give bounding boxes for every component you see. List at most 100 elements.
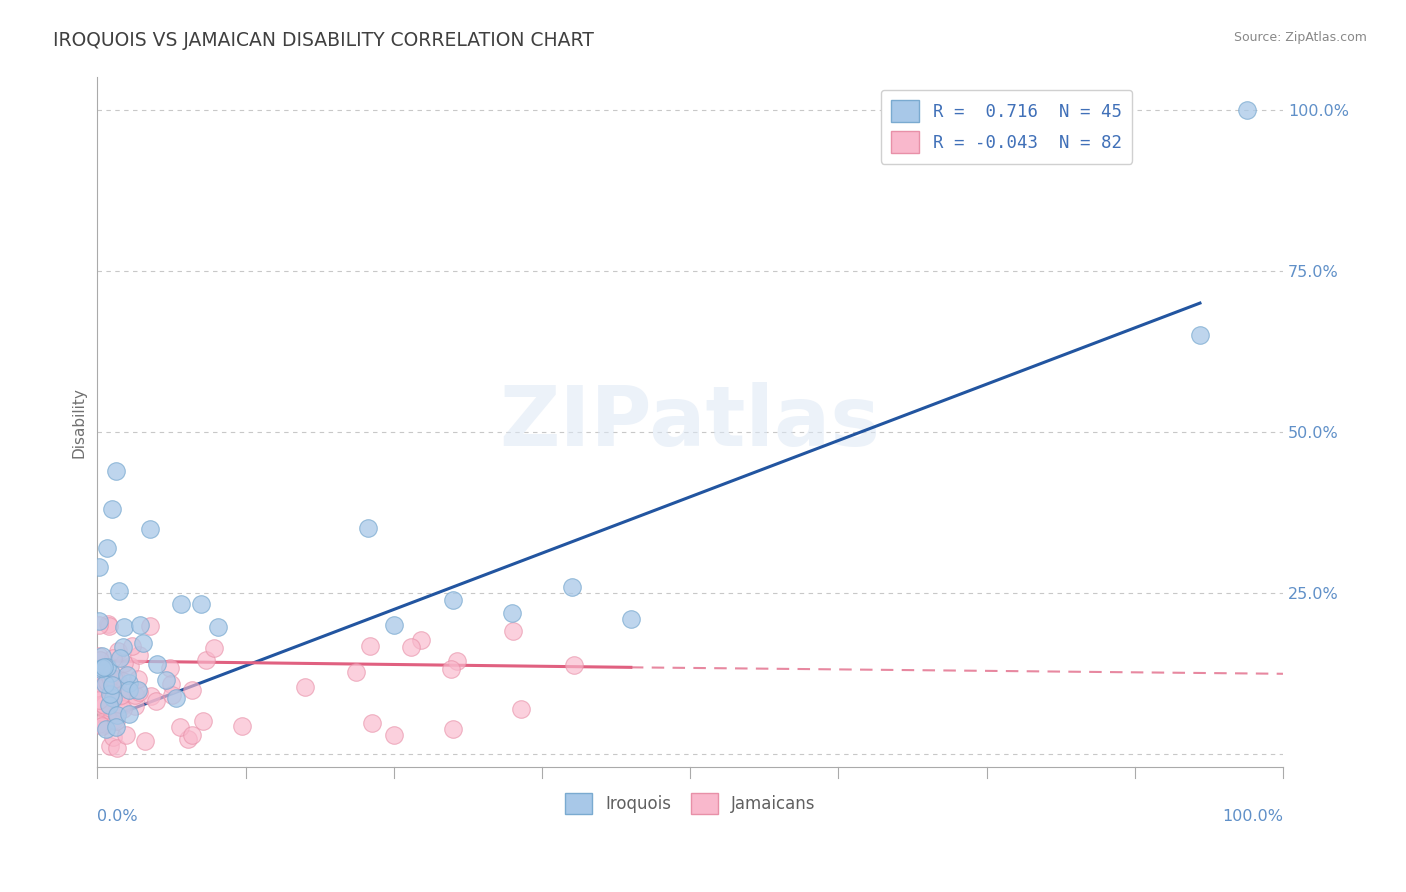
Point	[96, 660, 118, 674]
Point	[141, 689, 163, 703]
Point	[132, 636, 155, 650]
Point	[145, 694, 167, 708]
Point	[190, 597, 212, 611]
Point	[94, 677, 117, 691]
Point	[107, 584, 129, 599]
Point	[231, 719, 253, 733]
Point	[118, 683, 141, 698]
Text: 100.0%: 100.0%	[1222, 809, 1282, 823]
Point	[89, 653, 111, 667]
Legend: Iroquois, Jamaicans: Iroquois, Jamaicans	[558, 786, 823, 821]
Point	[382, 618, 405, 632]
Point	[124, 688, 146, 702]
Point	[359, 640, 381, 654]
Point	[101, 707, 124, 722]
Point	[110, 688, 132, 702]
Point	[107, 673, 129, 688]
Point	[294, 680, 316, 694]
Text: Source: ZipAtlas.com: Source: ZipAtlas.com	[1233, 31, 1367, 45]
Point	[1188, 328, 1211, 343]
Point	[101, 502, 124, 516]
Point	[128, 648, 150, 663]
Point	[93, 660, 115, 674]
Point	[112, 656, 135, 670]
Point	[115, 668, 138, 682]
Point	[111, 673, 134, 688]
Point	[101, 680, 124, 694]
Point	[108, 651, 131, 665]
Point	[139, 619, 162, 633]
Point	[124, 698, 146, 713]
Point	[90, 719, 112, 733]
Text: IROQUOIS VS JAMAICAN DISABILITY CORRELATION CHART: IROQUOIS VS JAMAICAN DISABILITY CORRELAT…	[53, 31, 595, 50]
Point	[101, 685, 124, 699]
Point	[91, 697, 114, 711]
Point	[193, 714, 215, 728]
Point	[97, 674, 120, 689]
Point	[127, 683, 149, 698]
Point	[91, 648, 114, 663]
Y-axis label: Disability: Disability	[72, 387, 86, 458]
Point	[165, 691, 187, 706]
Point	[128, 684, 150, 698]
Point	[104, 714, 127, 728]
Point	[93, 673, 115, 688]
Point	[87, 693, 110, 707]
Point	[89, 670, 111, 684]
Point	[89, 716, 111, 731]
Point	[93, 717, 115, 731]
Point	[181, 682, 204, 697]
Point	[134, 734, 156, 748]
Point	[89, 662, 111, 676]
Point	[98, 687, 121, 701]
Point	[562, 658, 585, 673]
Point	[118, 707, 141, 722]
Point	[441, 722, 464, 736]
Point	[89, 665, 111, 679]
Point	[89, 614, 111, 628]
Point	[502, 624, 524, 638]
Point	[87, 681, 110, 695]
Point	[620, 612, 643, 626]
Point	[105, 707, 128, 722]
Point	[104, 464, 127, 478]
Point	[87, 698, 110, 712]
Point	[207, 620, 229, 634]
Point	[441, 592, 464, 607]
Point	[1236, 103, 1258, 117]
Point	[94, 695, 117, 709]
Point	[105, 672, 128, 686]
Point	[94, 722, 117, 736]
Point	[98, 670, 121, 684]
Point	[100, 665, 122, 680]
Point	[440, 662, 463, 676]
Point	[96, 541, 118, 555]
Point	[169, 720, 191, 734]
Point	[91, 661, 114, 675]
Point	[561, 580, 583, 594]
Point	[169, 597, 191, 611]
Point	[509, 702, 531, 716]
Point	[90, 682, 112, 697]
Point	[139, 522, 162, 536]
Point	[96, 679, 118, 693]
Point	[87, 560, 110, 574]
Point	[87, 648, 110, 663]
Point	[176, 731, 198, 746]
Point	[411, 633, 433, 648]
Point	[96, 675, 118, 690]
Point	[159, 661, 181, 675]
Point	[360, 716, 382, 731]
Point	[98, 688, 121, 702]
Point	[103, 672, 125, 686]
Point	[87, 617, 110, 632]
Point	[93, 698, 115, 712]
Point	[101, 678, 124, 692]
Point	[100, 677, 122, 691]
Point	[129, 618, 152, 632]
Point	[105, 720, 128, 734]
Point	[145, 657, 167, 671]
Point	[121, 640, 143, 654]
Point	[118, 675, 141, 690]
Point	[344, 665, 367, 679]
